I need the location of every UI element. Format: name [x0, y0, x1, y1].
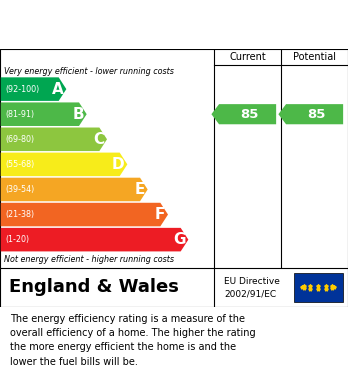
Text: E: E — [135, 182, 145, 197]
Text: (69-80): (69-80) — [5, 135, 34, 144]
Text: F: F — [155, 207, 165, 222]
Text: B: B — [72, 107, 84, 122]
Text: (39-54): (39-54) — [5, 185, 34, 194]
Polygon shape — [278, 104, 343, 124]
Polygon shape — [1, 127, 107, 151]
Text: 85: 85 — [240, 108, 259, 121]
Text: G: G — [173, 232, 185, 247]
Text: Very energy efficient - lower running costs: Very energy efficient - lower running co… — [4, 67, 174, 76]
Text: Not energy efficient - higher running costs: Not energy efficient - higher running co… — [4, 255, 174, 264]
Text: (81-91): (81-91) — [5, 110, 34, 119]
Text: EU Directive: EU Directive — [224, 277, 280, 286]
Text: Current: Current — [229, 52, 266, 62]
Polygon shape — [1, 152, 127, 176]
Text: Potential: Potential — [293, 52, 336, 62]
Polygon shape — [1, 178, 148, 201]
Text: C: C — [93, 132, 104, 147]
Text: (92-100): (92-100) — [5, 84, 39, 93]
Polygon shape — [1, 77, 66, 101]
Polygon shape — [1, 102, 87, 126]
Text: (55-68): (55-68) — [5, 160, 34, 169]
Text: A: A — [52, 82, 64, 97]
Text: (21-38): (21-38) — [5, 210, 34, 219]
Text: D: D — [112, 157, 125, 172]
Polygon shape — [212, 104, 276, 124]
Text: (1-20): (1-20) — [5, 235, 29, 244]
Text: 2002/91/EC: 2002/91/EC — [224, 290, 277, 299]
FancyBboxPatch shape — [294, 273, 343, 302]
Text: Energy Efficiency Rating: Energy Efficiency Rating — [9, 16, 238, 34]
Text: 85: 85 — [307, 108, 325, 121]
Text: The energy efficiency rating is a measure of the
overall efficiency of a home. T: The energy efficiency rating is a measur… — [10, 314, 256, 367]
Polygon shape — [1, 228, 188, 251]
Polygon shape — [1, 203, 168, 226]
Text: England & Wales: England & Wales — [9, 278, 179, 296]
